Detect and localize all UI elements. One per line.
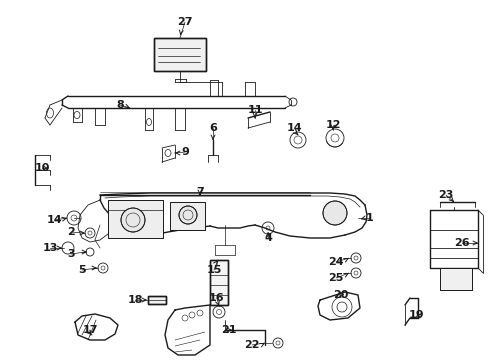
Bar: [148, 296, 165, 304]
Text: 2: 2: [67, 227, 75, 237]
Text: 14: 14: [286, 123, 302, 133]
Text: 6: 6: [209, 123, 217, 133]
Text: 8: 8: [116, 100, 123, 110]
Text: 7: 7: [196, 187, 203, 197]
Bar: [170, 202, 204, 230]
Bar: [209, 260, 227, 305]
Bar: [170, 202, 204, 230]
Circle shape: [179, 206, 197, 224]
Text: 18: 18: [127, 295, 142, 305]
Bar: [439, 268, 471, 290]
Text: 22: 22: [244, 340, 259, 350]
Text: 20: 20: [333, 290, 348, 300]
Text: 10: 10: [34, 163, 50, 173]
Bar: [154, 38, 205, 71]
Text: 15: 15: [206, 265, 221, 275]
Text: 27: 27: [177, 17, 192, 27]
Text: 14: 14: [47, 215, 62, 225]
Text: 21: 21: [221, 325, 236, 335]
Text: 12: 12: [325, 120, 340, 130]
Bar: [108, 200, 163, 238]
Circle shape: [121, 208, 145, 232]
Text: 24: 24: [327, 257, 343, 267]
Text: 17: 17: [82, 325, 98, 335]
Text: 19: 19: [408, 310, 424, 320]
Bar: [439, 268, 471, 290]
Bar: [148, 296, 165, 304]
Circle shape: [323, 201, 346, 225]
Text: 23: 23: [437, 190, 453, 200]
Bar: [209, 260, 227, 305]
Text: 3: 3: [67, 249, 75, 259]
Text: 13: 13: [42, 243, 58, 253]
Text: 9: 9: [181, 147, 188, 157]
Bar: [154, 38, 205, 71]
Text: 5: 5: [78, 265, 85, 275]
Text: 16: 16: [209, 293, 224, 303]
Text: 26: 26: [453, 238, 469, 248]
Bar: [108, 200, 163, 238]
Text: 1: 1: [366, 213, 373, 223]
Text: 11: 11: [247, 105, 262, 115]
Text: 4: 4: [264, 233, 271, 243]
Text: 25: 25: [327, 273, 343, 283]
